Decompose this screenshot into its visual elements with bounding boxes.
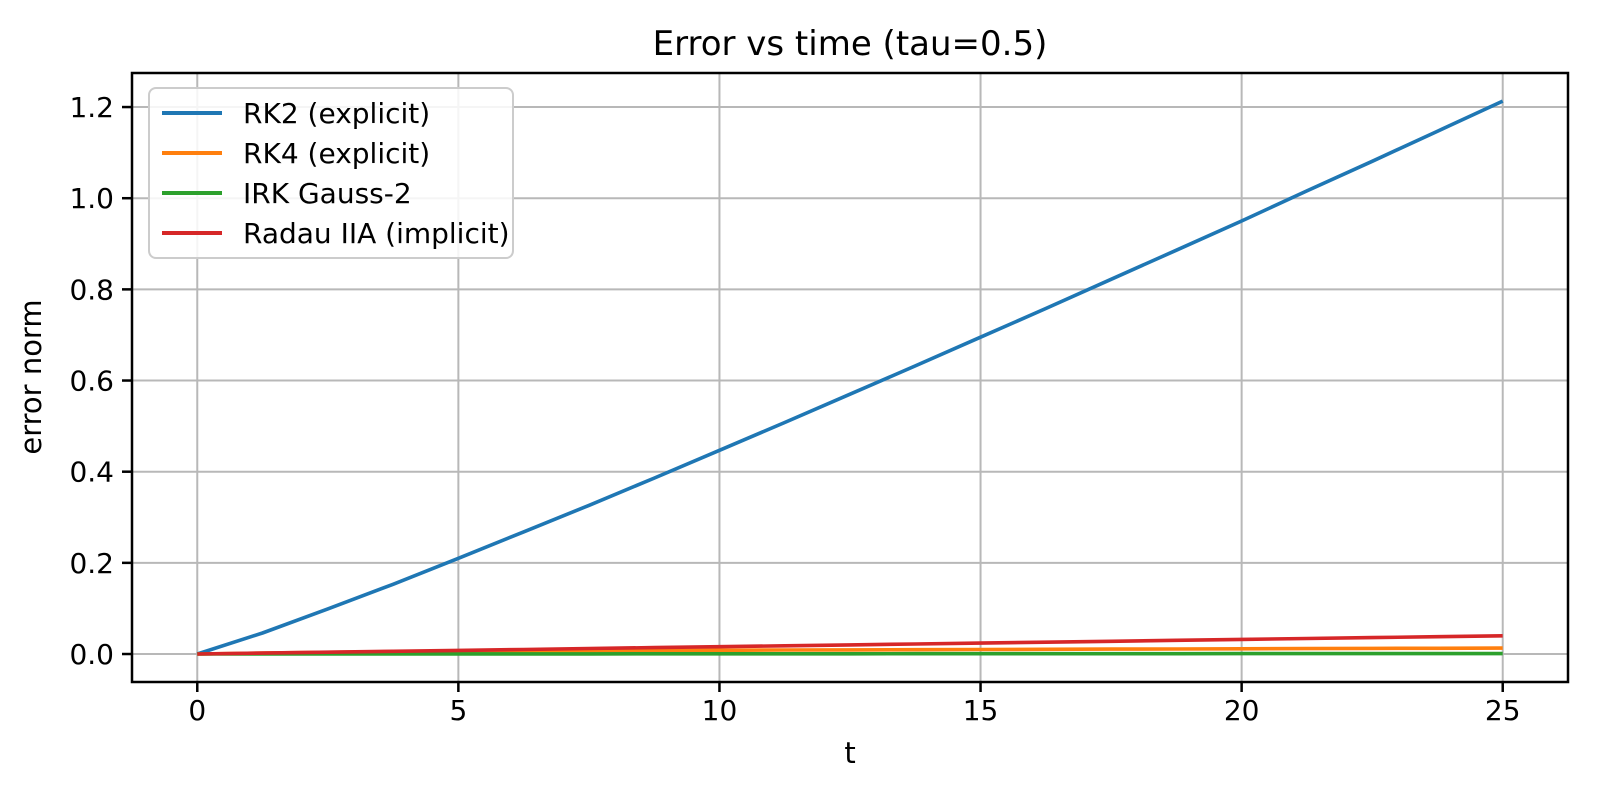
legend: RK2 (explicit) RK4 (explicit) IRK Gauss-2 R… <box>148 87 514 259</box>
legend-label: RK4 (explicit) <box>243 136 431 170</box>
legend-label: Radau IIA (implicit) <box>243 216 510 250</box>
legend-label: RK2 (explicit) <box>243 96 431 130</box>
x-tick-label: 0 <box>188 694 206 727</box>
x-tick-label: 15 <box>963 694 999 727</box>
legend-swatch-rk4-explicit <box>162 151 222 155</box>
y-tick-label: 1.0 <box>69 182 114 215</box>
series-line-radau-iia-implicit <box>197 634 1503 656</box>
x-tick-label: 5 <box>449 694 467 727</box>
legend-swatch-radau-iia-implicit <box>162 231 222 235</box>
legend-item-irk-gauss-2: IRK Gauss-2 <box>162 177 506 210</box>
y-tick-label: 0.0 <box>69 638 114 671</box>
y-tick-label: 1.2 <box>69 91 114 124</box>
legend-item-radau-iia-implicit: Radau IIA (implicit) <box>162 217 510 250</box>
y-tick-label: 0.8 <box>69 273 114 306</box>
chart-title: Error vs time (tau=0.5) <box>652 24 1048 64</box>
legend-item-rk2-explicit: RK2 (explicit) <box>162 97 506 130</box>
x-tick-label: 10 <box>702 694 738 727</box>
legend-swatch-rk2-explicit <box>162 111 222 115</box>
x-axis-label: t <box>844 736 856 770</box>
series-line-rk2-explicit <box>196 99 1504 656</box>
legend-item-rk4-explicit: RK4 (explicit) <box>162 137 506 170</box>
x-tick-label: 20 <box>1224 694 1260 727</box>
x-tick-label: 25 <box>1485 694 1521 727</box>
y-tick-label: 0.2 <box>69 547 114 580</box>
legend-swatch-irk-gauss-2 <box>162 191 222 195</box>
y-axis-label: error norm <box>14 299 48 455</box>
y-tick-label: 0.4 <box>69 456 114 489</box>
plot-border <box>130 71 1570 684</box>
legend-label: IRK Gauss-2 <box>243 176 412 210</box>
y-tick-label: 0.6 <box>69 365 114 398</box>
